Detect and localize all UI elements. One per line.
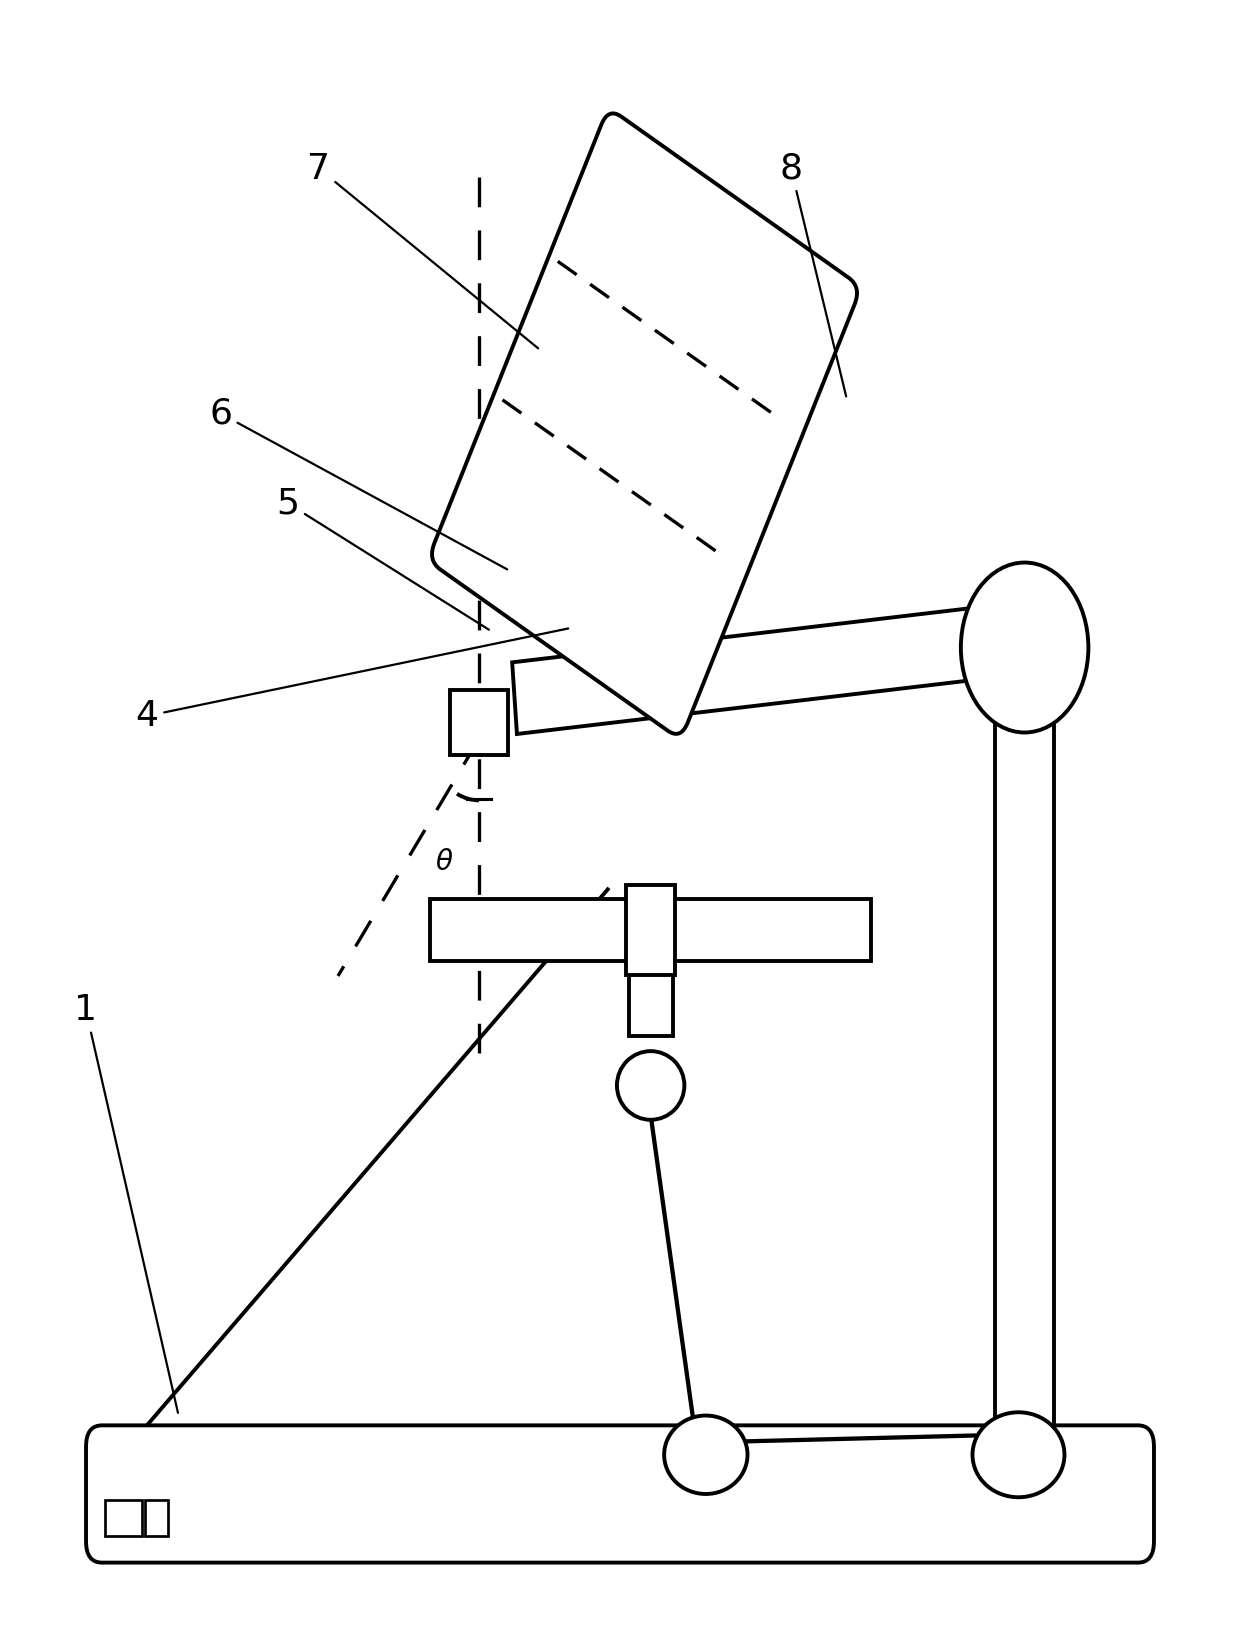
Circle shape xyxy=(961,562,1089,732)
Text: 8: 8 xyxy=(780,152,846,397)
Bar xyxy=(105,1500,141,1536)
FancyBboxPatch shape xyxy=(86,1426,1154,1562)
Text: 6: 6 xyxy=(210,397,507,570)
Text: 1: 1 xyxy=(74,994,179,1412)
Polygon shape xyxy=(512,603,1018,733)
Bar xyxy=(430,900,872,961)
Bar xyxy=(145,1500,167,1536)
Text: 7: 7 xyxy=(308,152,538,348)
Bar xyxy=(996,691,1054,1447)
Bar xyxy=(626,885,675,976)
FancyBboxPatch shape xyxy=(432,114,857,733)
Ellipse shape xyxy=(972,1412,1064,1498)
Bar xyxy=(450,691,508,755)
Ellipse shape xyxy=(665,1416,748,1495)
Text: 4: 4 xyxy=(135,628,568,733)
Ellipse shape xyxy=(618,1051,684,1119)
Text: $\theta$: $\theta$ xyxy=(435,847,454,875)
Text: 5: 5 xyxy=(277,486,489,630)
Bar xyxy=(629,961,673,1037)
